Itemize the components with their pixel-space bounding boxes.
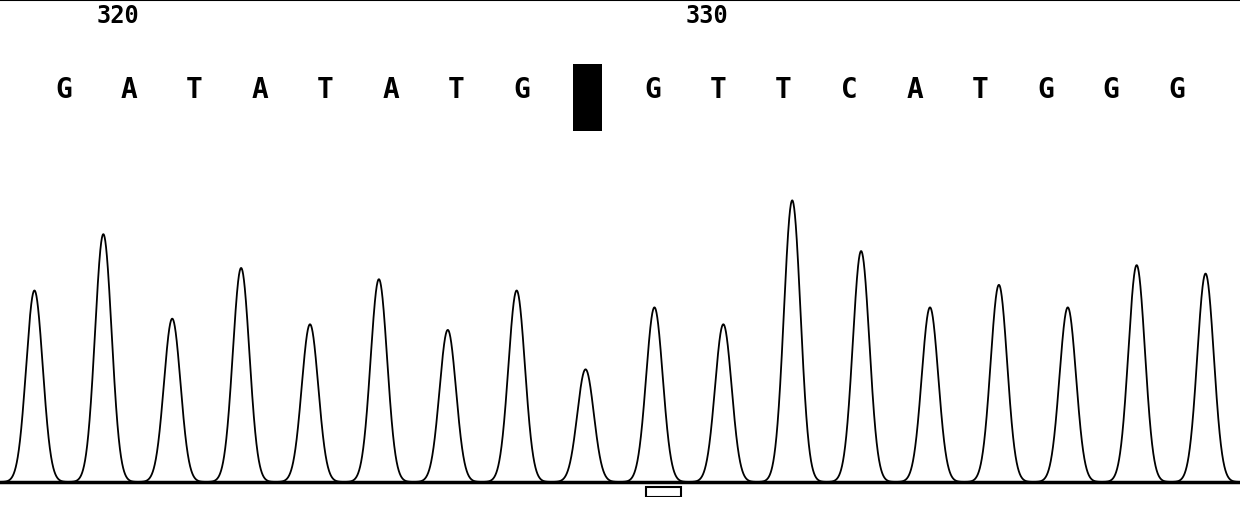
Text: T: T	[775, 76, 792, 104]
Bar	[573, 64, 601, 131]
Text: T: T	[709, 76, 727, 104]
Text: G: G	[645, 76, 661, 104]
Text: G: G	[1102, 76, 1120, 104]
Text: 320: 320	[97, 4, 139, 28]
Text: T: T	[317, 76, 334, 104]
Text: T: T	[448, 76, 465, 104]
Text: T: T	[186, 76, 203, 104]
Text: 330: 330	[686, 4, 728, 28]
Text: G: G	[513, 76, 531, 104]
Text: G: G	[56, 76, 72, 104]
Text: G: G	[1037, 76, 1054, 104]
Text: A: A	[383, 76, 399, 104]
Text: A: A	[252, 76, 268, 104]
Text: T: T	[972, 76, 988, 104]
Bar	[646, 487, 681, 497]
Text: G: G	[1168, 76, 1184, 104]
Text: A: A	[120, 76, 138, 104]
Text: C: C	[841, 76, 857, 104]
Text: A: A	[906, 76, 923, 104]
